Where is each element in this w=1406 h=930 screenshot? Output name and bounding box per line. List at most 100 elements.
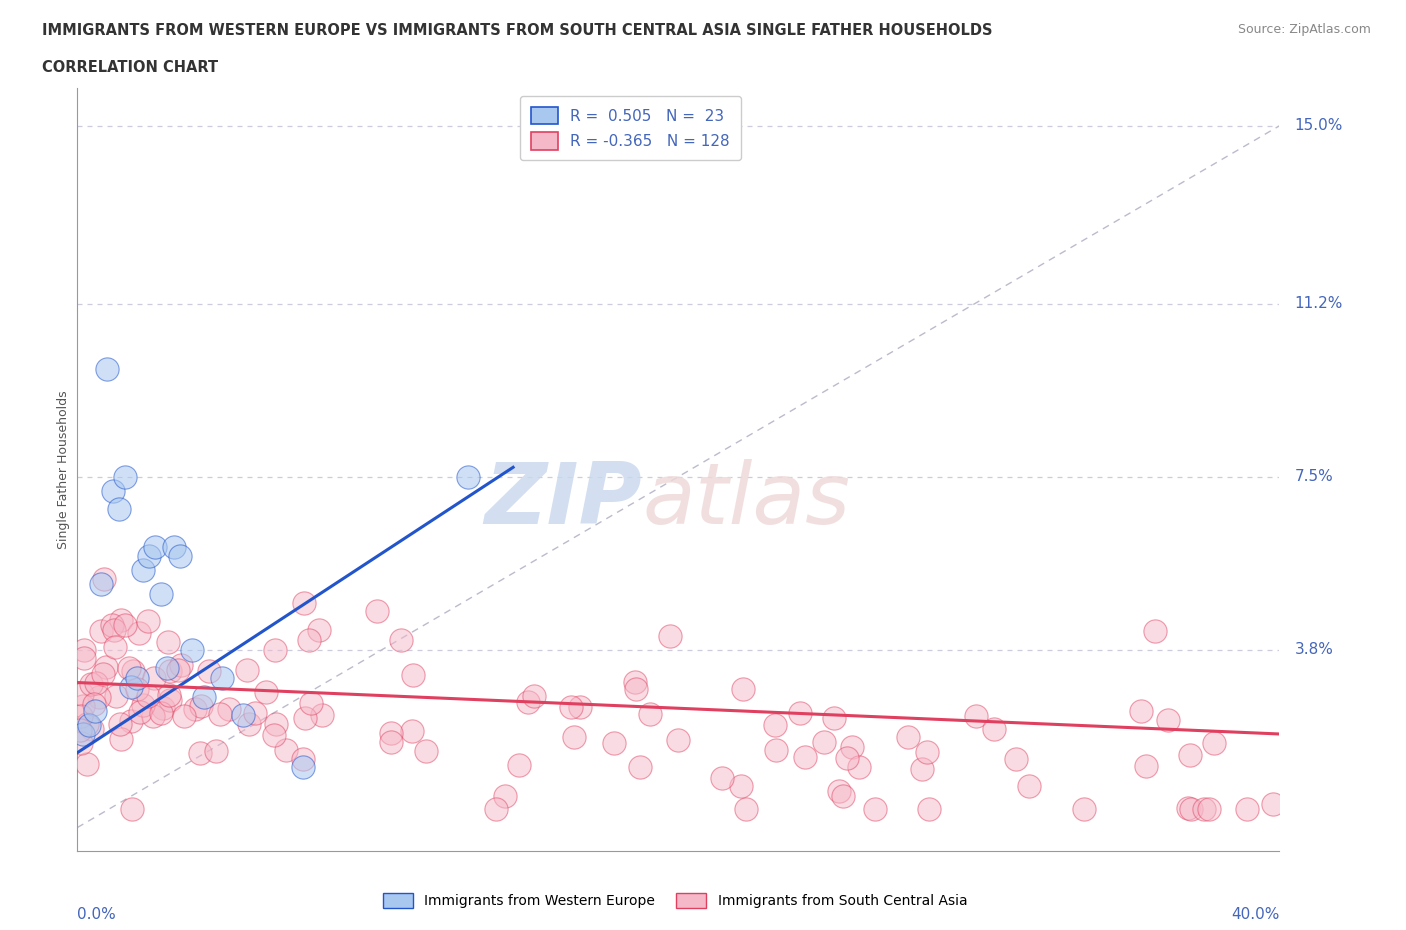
Point — [298, 633, 321, 648]
Point — [794, 750, 817, 764]
Point — [735, 802, 758, 817]
Point — [763, 717, 786, 732]
Point — [765, 742, 787, 757]
Point — [911, 762, 934, 777]
Text: 0.0%: 0.0% — [77, 907, 117, 922]
Point — [731, 682, 754, 697]
Point — [127, 671, 149, 685]
Y-axis label: Single Father Households: Single Father Households — [58, 391, 70, 549]
Point — [143, 671, 166, 686]
Point — [73, 643, 96, 658]
Point — [84, 703, 107, 718]
Point — [129, 705, 152, 720]
Point — [108, 716, 131, 731]
Point — [1177, 801, 1199, 816]
Point — [169, 549, 191, 564]
Point — [180, 643, 202, 658]
Point — [415, 743, 437, 758]
Point — [494, 789, 516, 804]
Point — [159, 663, 181, 678]
Point — [841, 739, 863, 754]
Point — [104, 640, 127, 655]
Point — [218, 701, 240, 716]
Point — [517, 694, 540, 709]
Text: 40.0%: 40.0% — [1232, 907, 1279, 922]
Point — [254, 685, 277, 700]
Point — [897, 730, 920, 745]
Point — [132, 563, 155, 578]
Point — [157, 634, 180, 649]
Text: 7.5%: 7.5% — [1295, 469, 1333, 485]
Text: atlas: atlas — [643, 458, 851, 541]
Point — [149, 706, 172, 721]
Point — [1157, 712, 1180, 727]
Point — [380, 735, 402, 750]
Point — [159, 693, 181, 708]
Point — [141, 709, 163, 724]
Point — [1198, 802, 1220, 817]
Point — [79, 717, 101, 732]
Legend: Immigrants from Western Europe, Immigrants from South Central Asia: Immigrants from Western Europe, Immigran… — [377, 887, 973, 914]
Point — [624, 682, 647, 697]
Point — [1202, 736, 1225, 751]
Point — [837, 751, 859, 765]
Point — [114, 470, 136, 485]
Point — [90, 577, 112, 591]
Point — [711, 771, 734, 786]
Point — [294, 595, 316, 610]
Point — [628, 760, 651, 775]
Point — [232, 708, 254, 723]
Point — [101, 618, 124, 632]
Point — [848, 759, 870, 774]
Point — [485, 802, 508, 817]
Point — [983, 722, 1005, 737]
Point — [89, 690, 111, 705]
Point — [311, 707, 333, 722]
Point — [110, 613, 132, 628]
Point — [658, 629, 681, 644]
Point — [832, 789, 855, 804]
Point — [152, 700, 174, 715]
Point — [813, 735, 835, 750]
Point — [209, 707, 232, 722]
Point — [145, 539, 167, 554]
Point — [1073, 802, 1095, 817]
Point — [132, 698, 155, 712]
Point — [83, 697, 105, 711]
Point — [76, 757, 98, 772]
Point — [125, 681, 148, 696]
Point — [103, 484, 125, 498]
Point — [70, 736, 93, 751]
Point — [156, 661, 179, 676]
Text: Source: ZipAtlas.com: Source: ZipAtlas.com — [1237, 23, 1371, 36]
Point — [236, 662, 259, 677]
Point — [389, 632, 412, 647]
Point — [103, 622, 125, 637]
Point — [80, 677, 103, 692]
Point — [211, 671, 233, 685]
Point — [1130, 704, 1153, 719]
Point — [823, 711, 845, 725]
Point — [150, 586, 173, 601]
Point — [138, 549, 160, 564]
Text: CORRELATION CHART: CORRELATION CHART — [42, 60, 218, 75]
Text: 11.2%: 11.2% — [1295, 296, 1343, 311]
Point — [166, 662, 188, 677]
Point — [602, 736, 624, 751]
Point — [401, 724, 423, 738]
Point — [188, 745, 211, 760]
Point — [80, 722, 103, 737]
Point — [94, 659, 117, 674]
Point — [264, 717, 287, 732]
Point — [243, 706, 266, 721]
Text: 3.8%: 3.8% — [1295, 643, 1333, 658]
Point — [401, 668, 423, 683]
Point — [1018, 778, 1040, 793]
Point — [157, 687, 180, 702]
Point — [523, 689, 546, 704]
Point — [966, 709, 988, 724]
Point — [508, 757, 530, 772]
Point — [638, 707, 661, 722]
Point — [128, 626, 150, 641]
Point — [263, 727, 285, 742]
